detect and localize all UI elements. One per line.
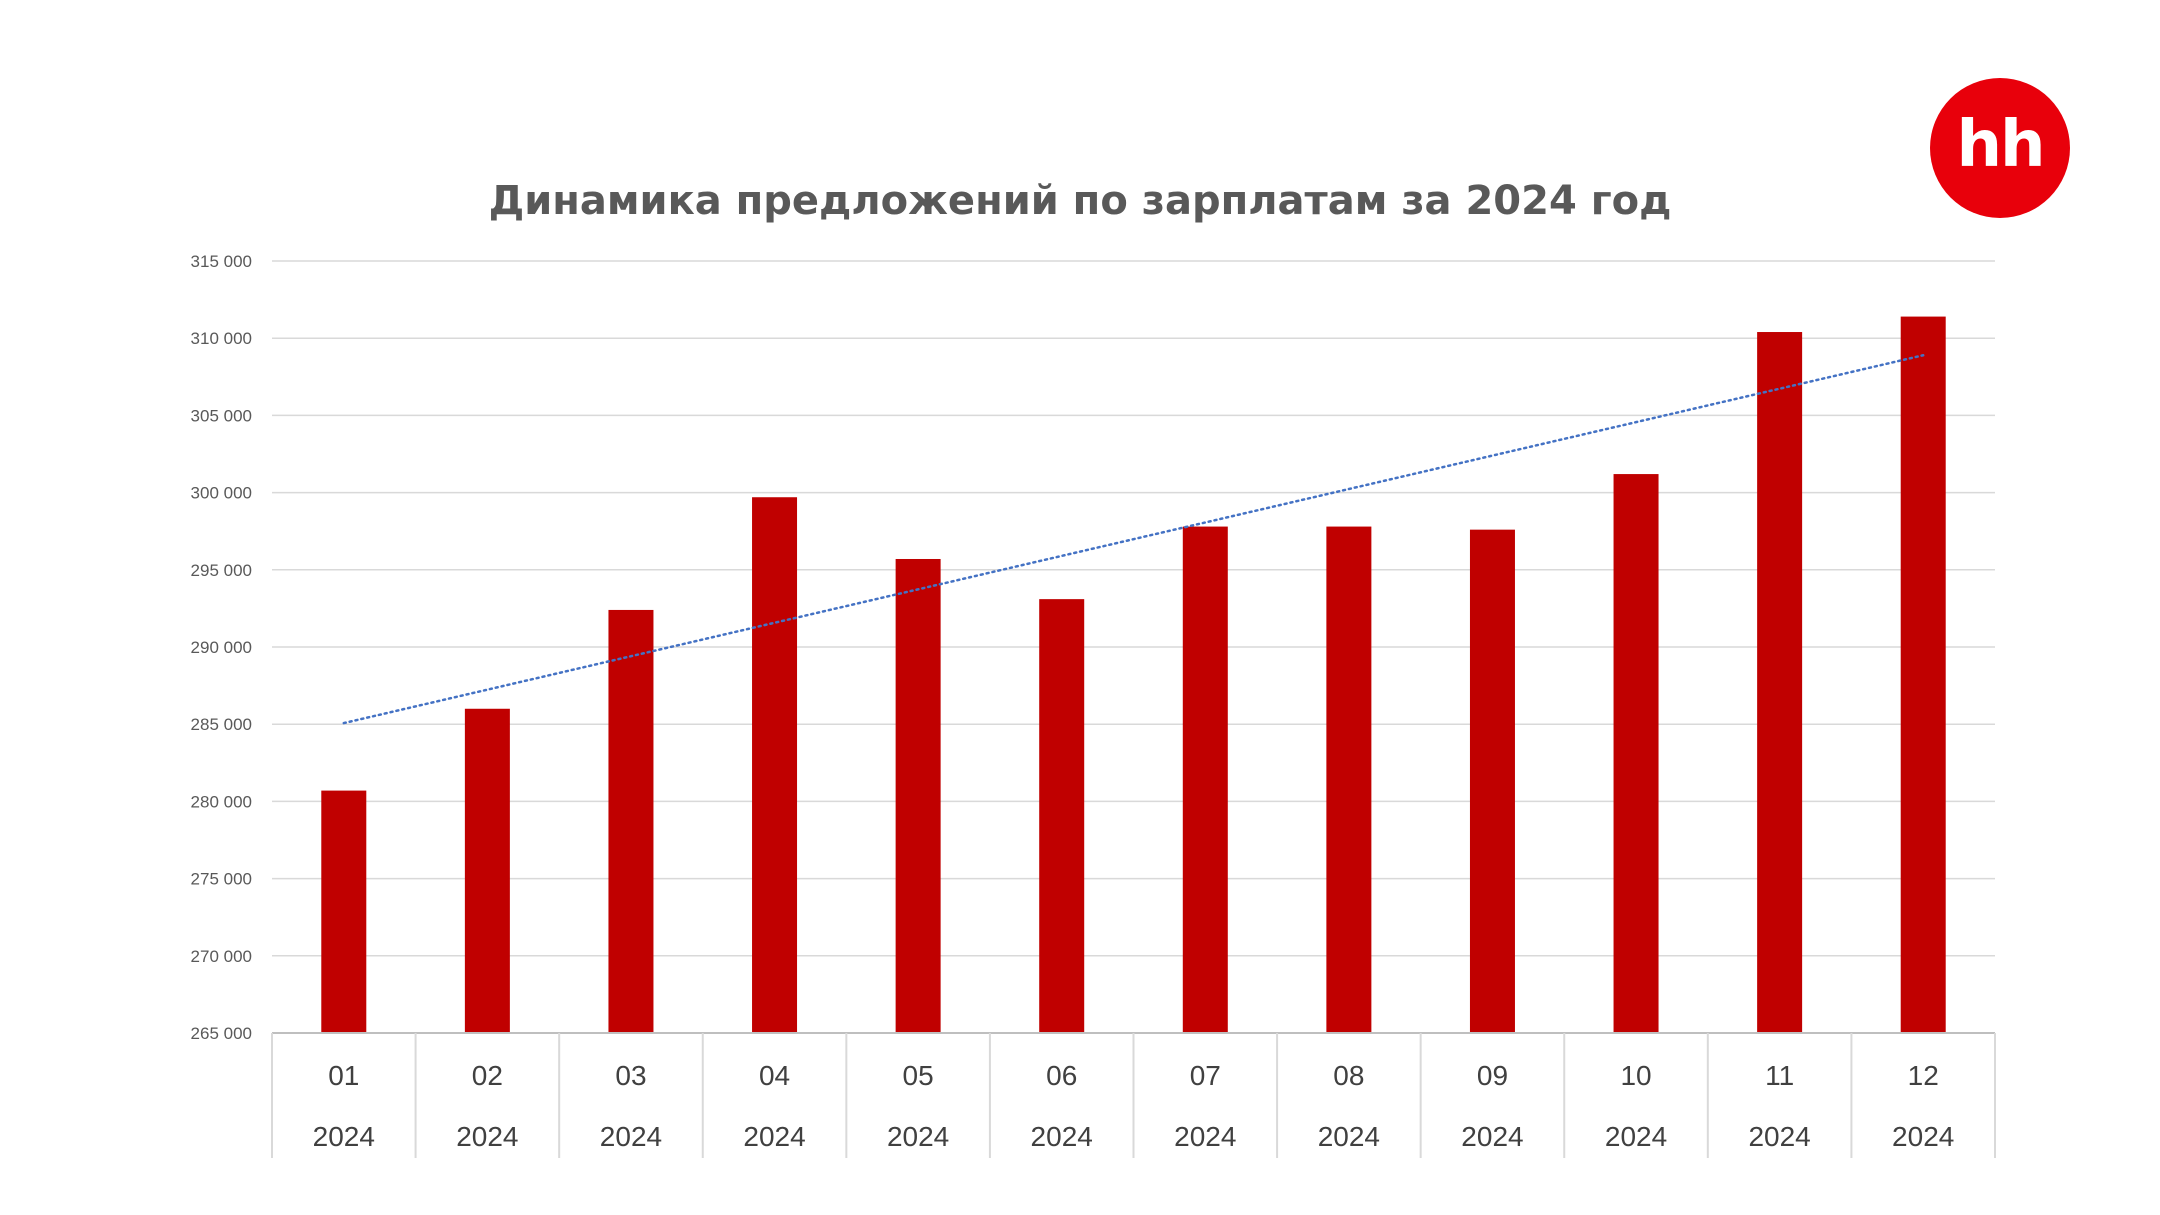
chart-title: Динамика предложений по зарплатам за 202… [488, 178, 1672, 224]
trendline [342, 354, 1925, 725]
bar [1757, 332, 1803, 1033]
y-tick-label: 305 000 [191, 406, 252, 425]
x-tick-label-year: 2024 [1318, 1121, 1380, 1152]
y-tick-label: 315 000 [191, 252, 252, 271]
x-tick-label-year: 2024 [1031, 1121, 1093, 1152]
bar [1613, 474, 1659, 1033]
x-tick-label-month: 06 [1046, 1060, 1077, 1091]
y-tick-label: 280 000 [191, 792, 252, 811]
x-tick-label-month: 05 [903, 1060, 934, 1091]
bar [752, 497, 798, 1033]
x-tick-label-year: 2024 [887, 1121, 949, 1152]
y-tick-label: 265 000 [191, 1024, 252, 1043]
x-tick-label-year: 2024 [1461, 1121, 1523, 1152]
x-tick-label-year: 2024 [1605, 1121, 1667, 1152]
trendline-line [342, 354, 1925, 725]
y-axis-tick-labels: 265 000 270 000 275 000 280 000 285 000 290 0… [191, 252, 252, 1043]
x-tick-label-year: 2024 [600, 1121, 662, 1152]
y-tick-label: 275 000 [191, 870, 252, 889]
y-tick-label: 310 000 [191, 329, 252, 348]
y-tick-label: 285 000 [191, 715, 252, 734]
bar [895, 558, 941, 1033]
x-tick-label-month: 03 [615, 1060, 646, 1091]
bar [1900, 316, 1946, 1034]
x-tick-label-month: 01 [328, 1060, 359, 1091]
hh-logo-text: hh [1956, 108, 2045, 182]
x-tick-label-year: 2024 [456, 1121, 518, 1152]
x-axis: 01 2024 02 2024 03 2024 04 2024 05 2024 06 2024 07 20… [271, 1032, 1996, 1158]
bars [321, 316, 1946, 1034]
x-tick-label-month: 08 [1333, 1060, 1364, 1091]
x-tick-label-month: 09 [1477, 1060, 1508, 1091]
y-tick-label: 270 000 [191, 947, 252, 966]
x-tick-label-month: 12 [1908, 1060, 1939, 1091]
x-tick-label-month: 07 [1190, 1060, 1221, 1091]
x-tick-label-month: 04 [759, 1060, 790, 1091]
bar [1182, 526, 1228, 1033]
y-tick-label: 300 000 [191, 484, 252, 503]
bar [1326, 526, 1372, 1033]
x-tick-label-month: 11 [1765, 1060, 1794, 1091]
x-tick-label-month: 02 [472, 1060, 503, 1091]
bar [464, 708, 510, 1033]
x-tick-label-month: 10 [1620, 1060, 1651, 1091]
bar [608, 609, 654, 1033]
x-tick-label-year: 2024 [1174, 1121, 1236, 1152]
x-tick-label-year: 2024 [313, 1121, 375, 1152]
y-tick-label: 295 000 [191, 561, 252, 580]
bar [321, 790, 367, 1033]
bar [1039, 599, 1085, 1033]
gridlines [272, 260, 1995, 1034]
x-tick-label-year: 2024 [1892, 1121, 1954, 1152]
hh-logo: hh [1930, 78, 2070, 218]
x-tick-label-year: 2024 [743, 1121, 805, 1152]
bar [1469, 529, 1515, 1033]
x-tick-label-year: 2024 [1748, 1121, 1810, 1152]
y-tick-label: 290 000 [191, 638, 252, 657]
